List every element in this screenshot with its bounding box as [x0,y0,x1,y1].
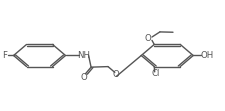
Text: NH: NH [77,51,90,60]
Text: Cl: Cl [151,69,159,78]
Text: O: O [80,73,87,82]
Text: F: F [2,51,7,60]
Text: O: O [144,34,150,43]
Text: OH: OH [200,51,213,60]
Text: O: O [112,69,119,79]
